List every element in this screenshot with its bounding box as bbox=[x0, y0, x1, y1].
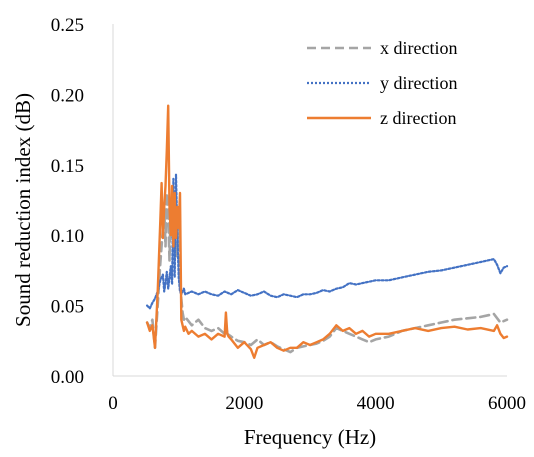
y-axis-title: Sound reduction index (dB) bbox=[11, 93, 35, 327]
y-tick-label: 0.20 bbox=[51, 85, 84, 106]
legend: x direction y direction z direction bbox=[307, 38, 457, 128]
series-line-z-direction bbox=[145, 104, 509, 359]
y-tick-label: 0.10 bbox=[51, 226, 84, 247]
x-tick-label: 4000 bbox=[357, 393, 395, 414]
x-tick-label: 2000 bbox=[225, 393, 263, 414]
x-axis-title: Frequency (Hz) bbox=[244, 425, 376, 449]
series-line-x-direction bbox=[145, 191, 509, 354]
x-tick-label: 0 bbox=[108, 393, 118, 414]
x-tick-label: 6000 bbox=[488, 393, 526, 414]
y-tick-label: 0.25 bbox=[51, 15, 84, 36]
y-tick-label: 0.05 bbox=[51, 297, 84, 318]
y-tick-label: 0.15 bbox=[51, 156, 84, 177]
x-tick-labels: 0 2000 4000 6000 bbox=[108, 393, 526, 414]
series-layer bbox=[145, 104, 509, 359]
legend-label: y direction bbox=[380, 73, 457, 93]
legend-label: z direction bbox=[380, 108, 456, 128]
y-tick-label: 0.00 bbox=[51, 367, 84, 388]
legend-label: x direction bbox=[380, 38, 457, 58]
series-line-y-direction bbox=[146, 173, 509, 310]
y-tick-labels: 0.00 0.05 0.10 0.15 0.20 0.25 bbox=[51, 15, 84, 388]
